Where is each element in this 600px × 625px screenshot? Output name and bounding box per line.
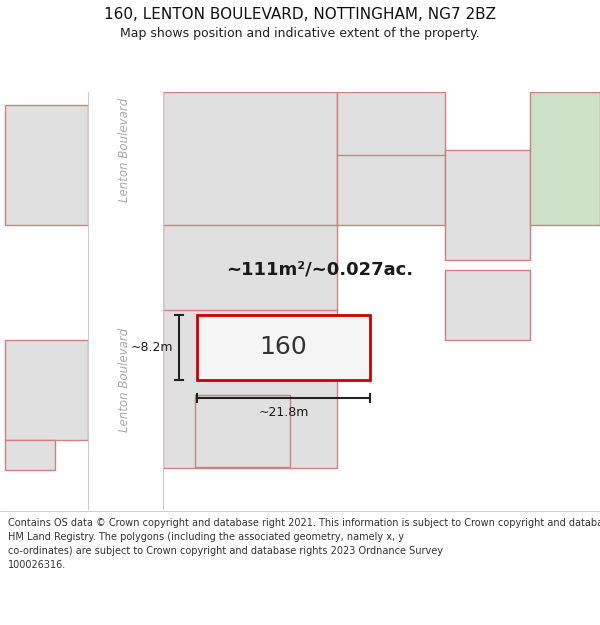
Bar [0, 50, 600, 92]
Text: Contains OS data © Crown copyright and database right 2021. This information is : Contains OS data © Crown copyright and d… [8, 518, 600, 528]
Bar [163, 92, 337, 468]
Bar [445, 150, 530, 260]
Bar [5, 340, 88, 440]
Bar [88, 50, 163, 510]
Text: 160, LENTON BOULEVARD, NOTTINGHAM, NG7 2BZ: 160, LENTON BOULEVARD, NOTTINGHAM, NG7 2… [104, 6, 496, 21]
Text: Map shows position and indicative extent of the property.: Map shows position and indicative extent… [120, 28, 480, 41]
Bar [445, 270, 530, 340]
Text: Lenton Boulevard: Lenton Boulevard [119, 98, 131, 202]
Text: 100026316.: 100026316. [8, 560, 66, 570]
Text: ~8.2m: ~8.2m [131, 341, 173, 354]
Text: HM Land Registry. The polygons (including the associated geometry, namely x, y: HM Land Registry. The polygons (includin… [8, 532, 404, 542]
Bar [197, 315, 370, 380]
Text: co-ordinates) are subject to Crown copyright and database rights 2023 Ordnance S: co-ordinates) are subject to Crown copyr… [8, 546, 443, 556]
Bar [530, 92, 600, 225]
Text: ~111m²/~0.027ac.: ~111m²/~0.027ac. [226, 261, 413, 279]
Bar [337, 92, 445, 225]
Bar [195, 395, 290, 467]
Text: ~21.8m: ~21.8m [259, 406, 308, 419]
Bar [5, 440, 55, 470]
Bar [5, 105, 88, 225]
Text: 160: 160 [260, 336, 307, 359]
Text: Lenton Boulevard: Lenton Boulevard [119, 328, 131, 432]
